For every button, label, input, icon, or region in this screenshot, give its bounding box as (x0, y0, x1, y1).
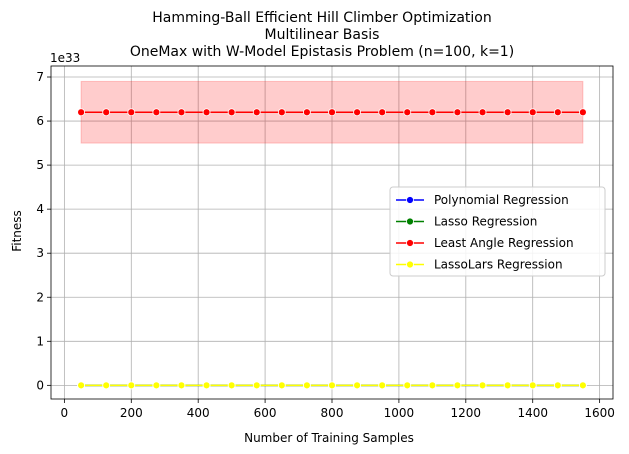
data-point (578, 108, 587, 117)
data-point (353, 108, 361, 117)
y-axis-label: Fitness (10, 210, 24, 252)
y-tick-label: 1 (36, 334, 44, 348)
y-tick-label: 4 (36, 202, 44, 216)
x-tick-label: 1200 (451, 406, 482, 420)
data-point (378, 381, 387, 390)
legend-swatch-marker (406, 217, 414, 226)
data-point (252, 381, 261, 390)
data-point (353, 381, 361, 390)
data-point (303, 108, 311, 117)
legend-label: Least Angle Regression (434, 236, 574, 250)
y-tick-label: 6 (36, 114, 44, 128)
data-point (77, 381, 86, 390)
data-point (152, 108, 161, 117)
data-point (478, 108, 487, 117)
legend-label: Lasso Regression (434, 215, 537, 229)
data-point (328, 381, 336, 390)
y-tick-label: 2 (36, 290, 44, 304)
data-point (553, 108, 562, 117)
data-point (102, 108, 111, 117)
x-tick-label: 1600 (584, 406, 615, 420)
x-tick-label: 1000 (384, 406, 415, 420)
data-point (428, 108, 437, 117)
data-point (177, 108, 186, 117)
data-point (202, 381, 211, 390)
x-tick-label: 200 (120, 406, 143, 420)
data-point (553, 381, 562, 390)
y-tick-label: 0 (36, 378, 44, 392)
data-point (503, 108, 512, 117)
legend-swatch-marker (406, 239, 414, 247)
legend-box (389, 186, 606, 277)
data-point (528, 381, 537, 390)
legend-label: Polynomial Regression (434, 193, 569, 207)
legend: Polynomial Regression Lasso Regression Lea… (389, 186, 606, 277)
data-point (403, 381, 412, 390)
title-line-3: OneMax with W-Model Epistasis Problem (n… (130, 44, 514, 60)
legend-swatch-marker (406, 260, 414, 269)
title-line-2: Multilinear Basis (265, 27, 380, 43)
data-point (453, 381, 462, 390)
x-tick-label: 400 (187, 406, 210, 420)
data-point (252, 108, 261, 117)
data-point (378, 108, 387, 117)
data-point (227, 381, 236, 390)
y-tick-label: 3 (36, 246, 44, 260)
data-point (303, 381, 311, 390)
x-axis-label: Number of Training Samples (244, 431, 414, 445)
x-tick-label: 0 (61, 406, 69, 420)
data-point (102, 381, 111, 390)
y-axis-multiplier: 1e33 (50, 51, 80, 65)
x-tick-label: 1400 (517, 406, 548, 420)
x-tick-label: 600 (254, 406, 277, 420)
data-point (277, 381, 286, 390)
data-point (328, 108, 336, 117)
y-tick-label: 5 (36, 158, 44, 172)
data-point (478, 381, 487, 390)
data-point (403, 108, 412, 117)
title-line-1: Hamming-Ball Efficient Hill Climber Opti… (152, 10, 492, 26)
data-point (277, 108, 286, 117)
data-point (127, 381, 136, 390)
data-point (227, 108, 236, 117)
legend-label: LassoLars Regression (434, 258, 563, 272)
data-point (578, 381, 587, 390)
data-point (428, 381, 437, 390)
data-point (202, 108, 211, 117)
data-point (152, 381, 161, 390)
data-point (127, 108, 136, 117)
data-point (453, 108, 462, 117)
data-point (177, 381, 186, 390)
y-tick-label: 7 (36, 70, 44, 84)
data-point (528, 108, 537, 117)
data-point (503, 381, 512, 390)
x-tick-label: 800 (321, 406, 344, 420)
chart-title: Hamming-Ball Efficient Hill Climber Opti… (130, 10, 514, 60)
legend-swatch-marker (406, 196, 414, 204)
data-point (77, 108, 86, 117)
